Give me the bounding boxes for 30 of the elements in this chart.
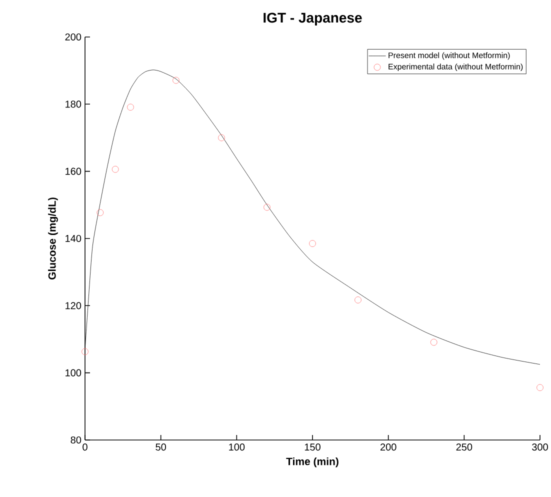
y-tick-label: 120 — [66, 302, 82, 310]
y-tick-label: 200 — [65, 33, 82, 41]
x-tick-label: 250 — [456, 444, 472, 451]
y-tick-label: 180 — [66, 100, 82, 108]
x-tick-label: 200 — [380, 444, 396, 451]
point — [309, 240, 316, 247]
point — [430, 338, 438, 346]
point — [112, 166, 119, 173]
chart-title: IGT - Japanese — [264, 12, 362, 26]
point — [354, 296, 362, 304]
x-tick-label: 50 — [156, 444, 166, 451]
point — [264, 204, 270, 211]
x-tick-label: 0 — [82, 444, 88, 451]
y-tick-label: 100 — [66, 369, 82, 376]
point — [172, 76, 180, 84]
y-tick-label: 160 — [66, 168, 82, 175]
y-axis-title: Glucose (mg/dL) — [48, 198, 58, 280]
legend-label: Present model (without Metformin) — [388, 52, 510, 60]
x-tick-label: 100 — [229, 444, 245, 451]
point — [127, 104, 134, 111]
point — [96, 209, 104, 216]
x-tick-label: 300 — [532, 444, 548, 451]
point — [536, 384, 544, 391]
x-tick-label: 150 — [304, 444, 320, 451]
point — [82, 348, 88, 356]
legend-label: Experimental data (without Metformin) — [388, 64, 523, 72]
point — [218, 134, 225, 142]
y-tick-label: 140 — [66, 234, 82, 242]
y-tick-label: 80 — [70, 436, 82, 444]
x-axis-title: Time (min) — [286, 457, 338, 468]
